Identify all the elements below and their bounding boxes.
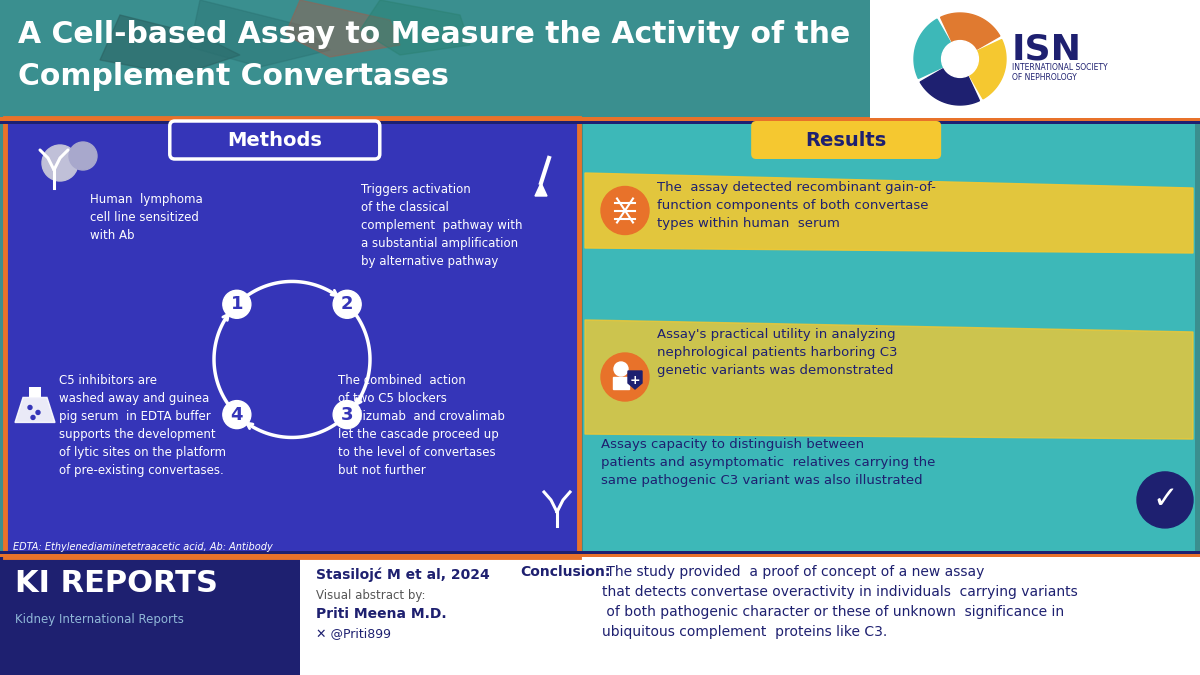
Text: ISN: ISN (1012, 32, 1082, 66)
FancyBboxPatch shape (870, 0, 1200, 118)
Text: OF NEPHROLOGY: OF NEPHROLOGY (1012, 72, 1076, 82)
Text: Assay's practical utility in analyzing
nephrological patients harboring C3
genet: Assay's practical utility in analyzing n… (658, 328, 898, 377)
Text: The study provided  a proof of concept of a new assay
that detects convertase ov: The study provided a proof of concept of… (602, 565, 1078, 639)
FancyBboxPatch shape (169, 121, 379, 159)
FancyBboxPatch shape (0, 557, 300, 675)
Circle shape (334, 400, 361, 429)
Polygon shape (920, 59, 979, 105)
Circle shape (223, 400, 251, 429)
Text: Visual abstract by:: Visual abstract by: (316, 589, 426, 602)
Circle shape (601, 353, 649, 401)
Polygon shape (914, 19, 960, 78)
Circle shape (70, 142, 97, 170)
Text: 1: 1 (230, 295, 244, 313)
FancyBboxPatch shape (0, 557, 1200, 675)
Text: KI REPORTS: KI REPORTS (14, 569, 218, 598)
Polygon shape (100, 15, 240, 75)
Circle shape (601, 186, 649, 234)
Text: 2: 2 (341, 295, 354, 313)
FancyBboxPatch shape (0, 0, 1200, 118)
Circle shape (942, 40, 978, 78)
Text: Conclusion:: Conclusion: (520, 565, 611, 579)
Polygon shape (286, 0, 400, 57)
FancyBboxPatch shape (5, 118, 580, 557)
Text: The  assay detected recombinant gain-of-
function components of both convertase
: The assay detected recombinant gain-of- … (658, 181, 936, 230)
Polygon shape (360, 0, 470, 55)
Circle shape (31, 415, 35, 419)
Text: C5 inhibitors are
washed away and guinea
pig serum  in EDTA buffer
supports the : C5 inhibitors are washed away and guinea… (59, 375, 226, 477)
Text: INTERNATIONAL SOCIETY: INTERNATIONAL SOCIETY (1012, 63, 1108, 72)
Polygon shape (535, 183, 547, 196)
Polygon shape (586, 320, 1193, 439)
Text: EDTA: Ethylenediaminetetraacetic acid, Ab: Antibody: EDTA: Ethylenediaminetetraacetic acid, A… (13, 542, 272, 552)
Circle shape (334, 290, 361, 319)
FancyBboxPatch shape (751, 121, 941, 159)
Polygon shape (586, 173, 1193, 253)
Polygon shape (613, 377, 629, 389)
Text: Kidney International Reports: Kidney International Reports (14, 613, 184, 626)
Circle shape (28, 406, 32, 410)
Circle shape (36, 410, 40, 414)
Text: Triggers activation
of the classical
complement  pathway with
a substantial ampl: Triggers activation of the classical com… (361, 183, 522, 268)
FancyBboxPatch shape (583, 118, 1195, 557)
Text: A Cell-based Assay to Measure the Activity of the: A Cell-based Assay to Measure the Activi… (18, 20, 851, 49)
Text: Priti Meena M.D.: Priti Meena M.D. (316, 607, 446, 621)
Text: Results: Results (805, 130, 887, 149)
Text: Complement Convertases: Complement Convertases (18, 62, 449, 91)
Polygon shape (628, 371, 642, 389)
FancyBboxPatch shape (0, 551, 1200, 554)
Text: Assays capacity to distinguish between
patients and asymptomatic  relatives carr: Assays capacity to distinguish between p… (601, 439, 935, 487)
FancyBboxPatch shape (29, 387, 41, 398)
Circle shape (914, 13, 1006, 105)
Text: +: + (630, 373, 641, 387)
Polygon shape (190, 0, 330, 67)
Text: Human  lymphoma
cell line sensitized
with Ab: Human lymphoma cell line sensitized with… (90, 193, 203, 242)
Text: 3: 3 (341, 406, 354, 424)
Polygon shape (941, 13, 1000, 59)
Circle shape (614, 362, 628, 376)
FancyBboxPatch shape (0, 121, 1200, 124)
Text: The combined  action
of two C5 blockers
eculizumab  and crovalimab
let the casca: The combined action of two C5 blockers e… (338, 375, 505, 477)
Text: ✕ @Priti899: ✕ @Priti899 (316, 627, 391, 640)
Polygon shape (960, 40, 1006, 99)
Text: 4: 4 (230, 406, 244, 424)
FancyBboxPatch shape (0, 553, 1200, 557)
Text: ✓: ✓ (1152, 485, 1177, 514)
FancyBboxPatch shape (0, 117, 1200, 121)
Polygon shape (14, 398, 55, 423)
Circle shape (223, 290, 251, 319)
Circle shape (1138, 472, 1193, 528)
Text: Stasilojć M et al, 2024: Stasilojć M et al, 2024 (316, 567, 490, 581)
Text: Methods: Methods (227, 130, 323, 149)
Circle shape (42, 145, 78, 181)
